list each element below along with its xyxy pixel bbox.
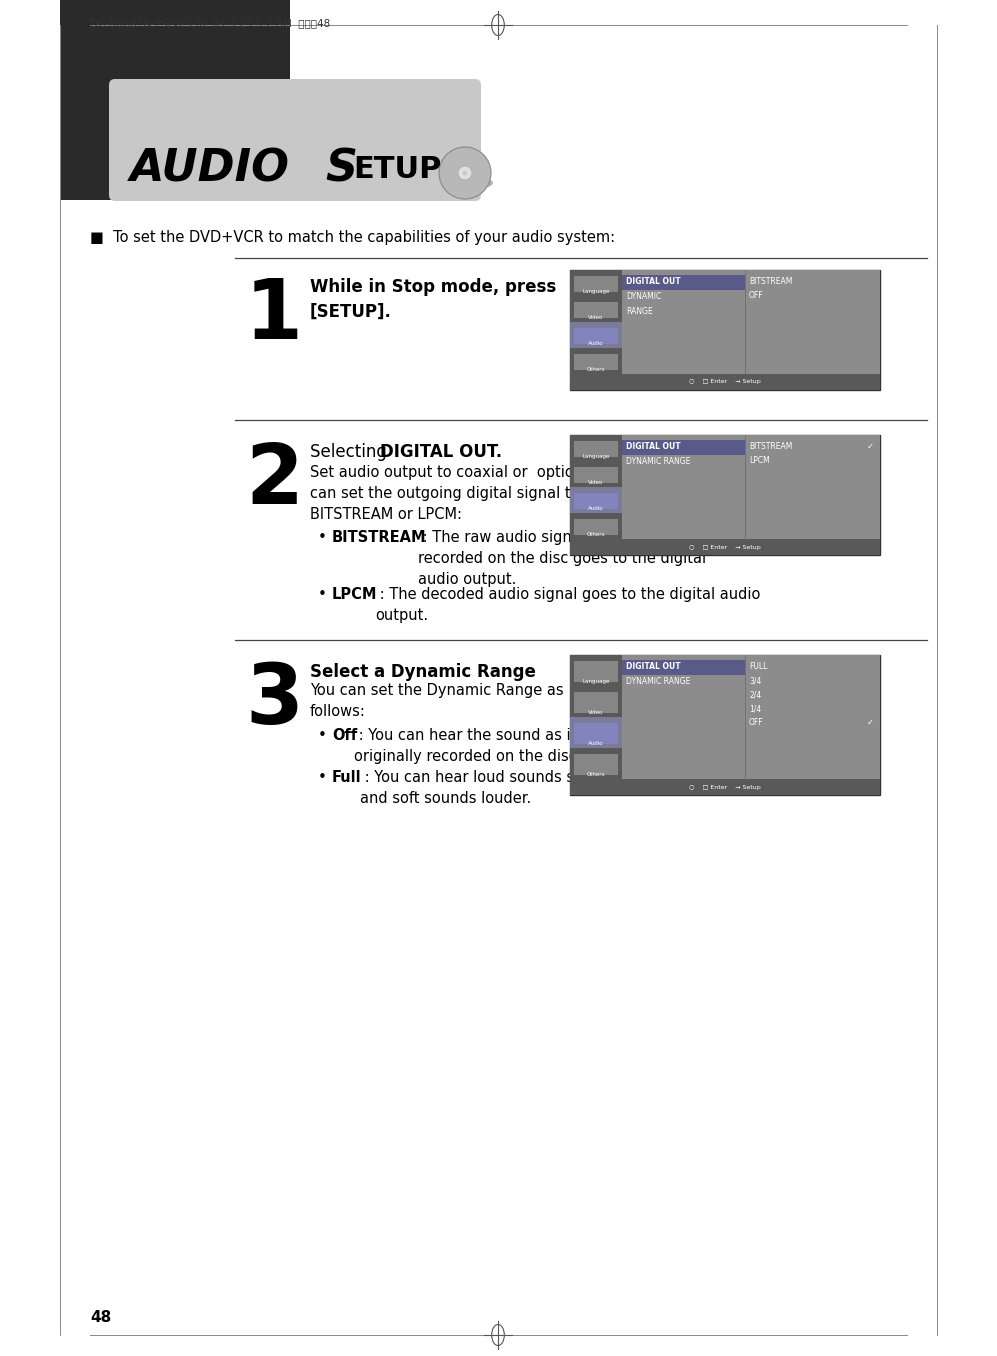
Text: RANGE: RANGE [626,306,653,316]
Bar [622,435,745,538]
Bar [570,270,622,391]
Text: DIGITAL OUT.: DIGITAL OUT. [380,443,502,461]
Text: DIGITAL OUT: DIGITAL OUT [626,662,681,671]
Bar [574,277,618,292]
Text: DYNAMIC RANGE: DYNAMIC RANGE [626,677,690,686]
Bar [570,655,880,795]
Text: DIGITAL OUT: DIGITAL OUT [626,277,681,286]
Text: 3: 3 [245,660,303,740]
Bar [622,275,745,290]
Text: Audio: Audio [588,740,604,746]
Text: 1/4: 1/4 [749,704,762,713]
Text: ○    □ Enter    → Setup: ○ □ Enter → Setup [689,785,761,789]
Text: Full: Full [332,770,362,785]
Bar [574,723,618,744]
Bar [745,655,880,778]
Bar [574,494,618,508]
Text: OFF: OFF [749,292,764,300]
Bar [570,435,880,555]
Text: •: • [318,728,327,743]
Text: •: • [318,770,327,785]
Text: •: • [318,530,327,545]
Text: You can set the Dynamic Range as
follows:: You can set the Dynamic Range as follows… [310,683,563,719]
Bar [570,435,622,555]
Text: 2/4: 2/4 [749,690,762,698]
Text: Others: Others [587,532,605,537]
Text: ✓: ✓ [867,442,874,452]
Text: ETUP: ETUP [353,155,442,184]
Bar [574,354,618,370]
Text: Select a Dynamic Range: Select a Dynamic Range [310,663,535,681]
Text: ✓: ✓ [867,717,874,727]
Bar [570,374,880,391]
Text: : You can hear loud sounds softer
and soft sounds louder.: : You can hear loud sounds softer and so… [360,770,609,805]
Text: Video: Video [588,315,604,320]
Bar [574,441,618,457]
Text: ○    □ Enter    → Setup: ○ □ Enter → Setup [689,545,761,549]
Text: Video: Video [588,711,604,715]
FancyBboxPatch shape [109,79,481,201]
Text: Others: Others [587,772,605,777]
Bar [574,302,618,319]
Text: Audio: Audio [588,340,604,346]
Text: DYNAMIC RANGE: DYNAMIC RANGE [626,457,690,466]
Ellipse shape [463,171,468,175]
Text: Language: Language [582,679,610,683]
Bar [570,655,622,795]
Bar [622,655,745,778]
Text: Selecting: Selecting [310,443,392,461]
Text: DC-B8CB1N-PS(VE3.0)  04.3.23 5:2 AM  페이지48: DC-B8CB1N-PS(VE3.0) 04.3.23 5:2 AM 페이지48 [90,18,330,28]
Text: : You can hear the sound as it was
originally recorded on the disc.: : You can hear the sound as it was origi… [354,728,610,763]
Bar [574,519,618,536]
Text: OFF: OFF [749,717,764,727]
Bar [745,435,880,538]
Bar [574,660,618,682]
Ellipse shape [453,178,493,188]
Bar [622,660,745,675]
Text: •: • [318,587,327,602]
Bar [570,778,880,795]
Text: S: S [325,148,357,191]
Text: ■  To set the DVD+VCR to match the capabilities of your audio system:: ■ To set the DVD+VCR to match the capabi… [90,231,615,245]
Bar [574,692,618,713]
Bar [622,439,745,456]
Bar [570,270,880,391]
Text: 3/4: 3/4 [749,677,762,685]
Text: 48: 48 [90,1310,112,1325]
Text: AUDIO: AUDIO [130,148,290,191]
Text: BITSTREAM: BITSTREAM [332,530,427,545]
Text: : The raw audio signal
recorded on the disc goes to the digital
audio output.: : The raw audio signal recorded on the d… [418,530,706,587]
Bar [570,487,622,513]
Bar [574,328,618,344]
Ellipse shape [439,146,491,199]
Bar [60,0,290,199]
Text: 2: 2 [245,439,303,521]
Text: BITSTREAM: BITSTREAM [749,277,793,286]
Bar [570,321,622,348]
Bar [570,538,880,555]
Text: Set audio output to coaxial or  optical. You
can set the outgoing digital signal: Set audio output to coaxial or optical. … [310,465,620,522]
Text: Video: Video [588,480,604,485]
Text: ○    □ Enter    → Setup: ○ □ Enter → Setup [689,380,761,385]
Text: Audio: Audio [588,506,604,511]
Text: LPCM: LPCM [332,587,378,602]
Text: Language: Language [582,289,610,294]
Text: While in Stop mode, press
[SETUP].: While in Stop mode, press [SETUP]. [310,278,556,321]
Text: BITSTREAM: BITSTREAM [749,442,793,452]
Text: FULL: FULL [749,662,768,671]
Text: 1: 1 [245,275,303,357]
Text: LPCM: LPCM [749,456,770,465]
Ellipse shape [458,165,472,180]
Bar [574,466,618,483]
Text: Off: Off [332,728,357,743]
Text: Language: Language [582,454,610,458]
Text: DIGITAL OUT: DIGITAL OUT [626,442,681,452]
Bar [622,270,745,374]
Bar [745,270,880,374]
Text: Others: Others [587,367,605,372]
Bar [570,717,622,749]
Text: DYNAMIC: DYNAMIC [626,292,661,301]
Bar [574,754,618,776]
Text: : The decoded audio signal goes to the digital audio
output.: : The decoded audio signal goes to the d… [375,587,761,622]
